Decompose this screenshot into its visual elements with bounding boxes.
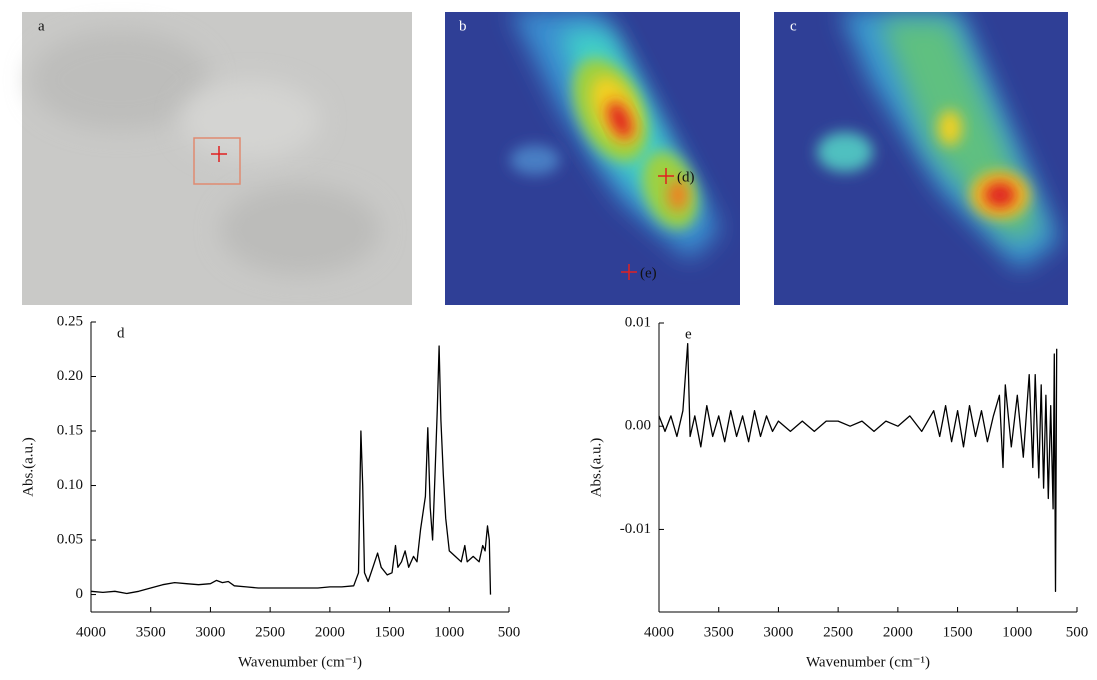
x-tick-label: 1500 (375, 624, 405, 640)
y-tick-label: 0.20 (57, 368, 83, 384)
x-axis-title: Wavenumber (cm⁻¹) (238, 654, 362, 670)
x-tick-label: 4000 (76, 624, 106, 640)
panel-label: d (117, 325, 125, 341)
spectrum-line (90, 345, 492, 595)
x-tick-label: 3000 (195, 624, 225, 640)
x-tick-label: 1500 (943, 624, 973, 640)
x-tick-label: 3500 (136, 624, 166, 640)
y-axis-title: Abs.(a.u.) (20, 437, 36, 497)
y-tick-label: 0.01 (625, 314, 651, 330)
panel-c (774, 12, 1068, 305)
panel-b (445, 12, 740, 305)
panel-label: e (685, 326, 692, 342)
marker-label: (d) (677, 169, 695, 185)
y-tick-label: 0.05 (57, 531, 83, 547)
marker-label: (e) (640, 265, 657, 281)
x-tick-label: 2500 (255, 624, 285, 640)
x-tick-label: 2000 (315, 624, 345, 640)
x-tick-label: 500 (498, 624, 521, 640)
y-tick-label: -0.01 (620, 521, 651, 537)
y-tick-label: 0.15 (57, 422, 83, 438)
x-tick-label: 3000 (763, 624, 793, 640)
y-tick-label: 0.00 (625, 418, 651, 434)
y-axis-title: Abs.(a.u.) (588, 438, 604, 498)
x-tick-label: 1000 (434, 624, 464, 640)
panel-label: a (38, 18, 45, 34)
y-tick-label: 0.25 (57, 313, 83, 329)
x-axis-title: Wavenumber (cm⁻¹) (806, 654, 930, 670)
x-tick-label: 3500 (704, 624, 734, 640)
y-tick-label: 0 (76, 586, 84, 602)
y-tick-label: 0.10 (57, 477, 83, 493)
panel-label: b (459, 18, 467, 34)
x-tick-label: 2000 (883, 624, 913, 640)
spectrum-line (658, 342, 1058, 593)
x-tick-label: 500 (1066, 624, 1089, 640)
x-tick-label: 2500 (823, 624, 853, 640)
panel-a: a (22, 12, 412, 305)
x-tick-label: 4000 (644, 624, 674, 640)
x-tick-label: 1000 (1002, 624, 1032, 640)
panel-label: c (790, 18, 797, 34)
